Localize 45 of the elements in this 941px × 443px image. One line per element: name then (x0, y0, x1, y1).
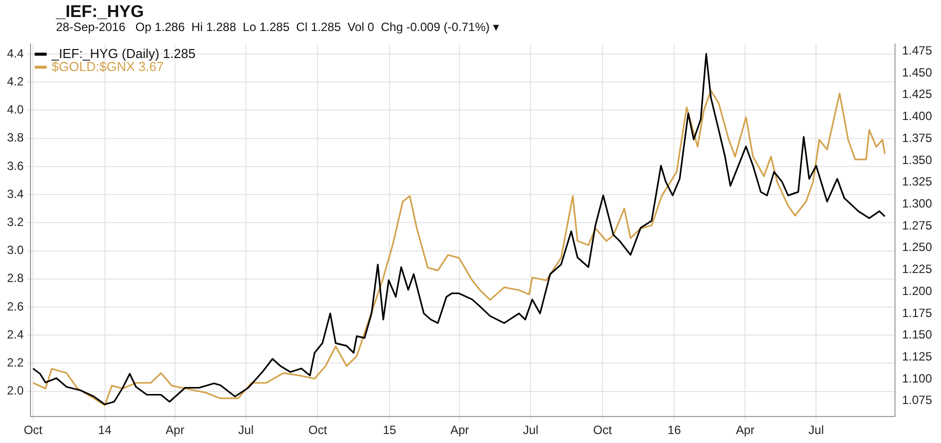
y-tick-label: 3.8 (6, 130, 24, 145)
x-tick-label: Jul (238, 423, 254, 438)
x-tick-label: Apr (450, 423, 470, 438)
y-tick-label: 4.4 (6, 46, 24, 60)
y-tick-label: 4.0 (6, 102, 24, 117)
y-tick-label: 3.0 (6, 243, 24, 258)
x-tick-label: Oct (308, 423, 328, 438)
y2-tick-label: 1.400 (902, 109, 932, 124)
y2-tick-label: 1.375 (902, 130, 932, 145)
x-tick-label: 14 (98, 423, 112, 438)
y-tick-label: 3.2 (6, 214, 24, 229)
y-tick-label: 3.6 (6, 158, 24, 173)
y2-tick-label: 1.250 (902, 240, 932, 254)
x-tick-label: Apr (166, 423, 184, 438)
chart-title: _IEF:_HYG (56, 2, 144, 22)
y2-tick-label: 1.275 (902, 218, 932, 232)
y-tick-label: 3.4 (6, 186, 24, 201)
x-tick-label: Jul (523, 423, 538, 438)
y2-tick-label: 1.300 (902, 196, 932, 210)
x-tick-label: Jul (808, 423, 824, 438)
y-tick-label: 2.8 (6, 271, 24, 286)
y-tick-label: 2.6 (6, 299, 24, 314)
x-tick-label: 16 (668, 423, 682, 438)
y2-tick-label: 1.200 (902, 284, 932, 298)
y2-tick-label: 1.175 (902, 306, 932, 320)
y-tick-label: 4.2 (6, 74, 24, 88)
x-tick-label: Apr (736, 423, 755, 438)
y2-tick-label: 1.325 (902, 174, 932, 189)
y2-tick-label: 1.350 (902, 152, 932, 167)
y2-tick-label: 1.125 (902, 349, 932, 364)
x-tick-label: Oct (593, 423, 612, 438)
y2-tick-label: 1.075 (902, 393, 932, 408)
y2-tick-label: 1.450 (902, 65, 932, 80)
y2-tick-label: 1.100 (902, 371, 932, 386)
chart-subtitle: 28-Sep-2016 Op 1.286 Hi 1.288 Lo 1.285 Cl 1.285 Vol 0 Chg -0.009 (-0.71%) ▾ (56, 20, 499, 34)
y2-tick-label: 1.425 (902, 87, 932, 102)
legend-label: _IEF:_HYG (Daily) 1.285 (50, 46, 196, 61)
y2-tick-label: 1.225 (902, 262, 932, 276)
x-tick-label: Oct (24, 423, 44, 438)
y-tick-label: 2.2 (6, 356, 24, 370)
y2-tick-label: 1.475 (902, 44, 932, 58)
y-tick-label: 2.0 (6, 384, 24, 398)
y2-tick-label: 1.150 (902, 328, 932, 342)
x-tick-label: 15 (382, 423, 396, 438)
y-tick-label: 2.4 (6, 327, 24, 342)
